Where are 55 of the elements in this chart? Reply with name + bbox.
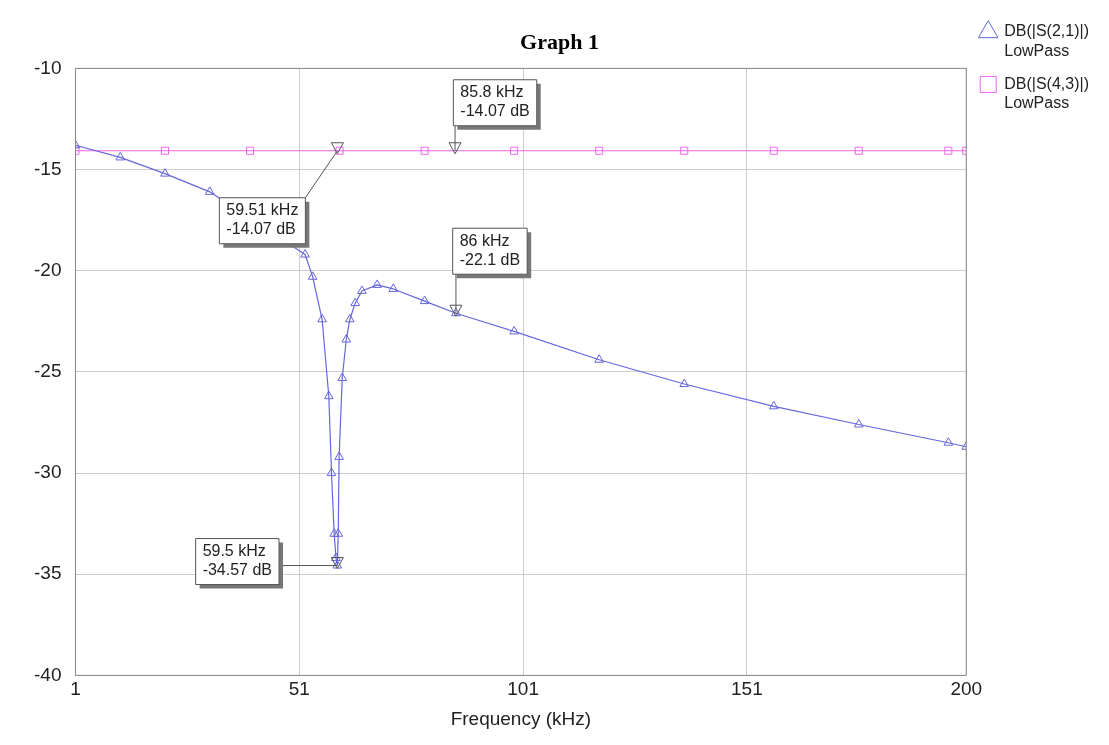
x-tick-label: 200 [950,678,983,700]
point [595,146,604,155]
point [333,528,344,537]
y-tick-label: -40 [33,663,62,685]
point [509,325,519,335]
point [115,151,126,161]
point [853,419,864,428]
point [160,168,170,177]
point [419,295,430,305]
x-tick-label: 101 [507,678,539,700]
x-tick-label: 1 [70,678,81,700]
y-tick-label: -25 [33,360,62,382]
legend-label: DB(|S(4,3)|) LowPass [1004,74,1089,112]
point [334,451,344,460]
point [854,146,863,155]
point [326,467,337,477]
annotation: 59.5 kHz -34.57 dB [202,541,273,578]
x-axis-title: Frequency (kHz) [450,707,592,729]
y-tick-label: -35 [33,562,62,584]
point [680,146,689,155]
point [331,552,341,562]
point [337,372,348,381]
point [160,146,170,155]
point [388,283,399,292]
point [768,400,779,410]
point [594,354,605,363]
annotation: 59.51 kHz -14.07 dB [226,201,299,238]
point [350,297,361,307]
point [345,313,355,323]
y-tick-label: -30 [33,461,62,483]
point [317,313,327,323]
point [420,146,429,155]
y-tick-label: -20 [33,258,62,280]
y-tick-label: -15 [33,157,62,179]
x-tick-label: 51 [288,678,310,700]
annotation: 86 kHz -22.1 dB [459,231,521,268]
point [300,249,310,258]
point [204,186,215,195]
point [769,146,778,155]
point [329,528,340,537]
y-tick-label: -10 [33,56,62,78]
point [510,146,519,155]
chart-title: Graph 1 [520,28,599,54]
point [341,334,352,343]
point [943,437,954,446]
point [246,146,255,155]
legend-label: DB(|S(2,1)|) LowPass [1004,22,1089,59]
point [357,285,367,294]
point [372,279,382,288]
point [679,378,690,388]
point [944,146,953,155]
annotation: 85.8 kHz -14.07 dB [460,83,530,120]
x-tick-label: 151 [731,678,763,700]
point [307,271,318,280]
point [323,390,334,400]
